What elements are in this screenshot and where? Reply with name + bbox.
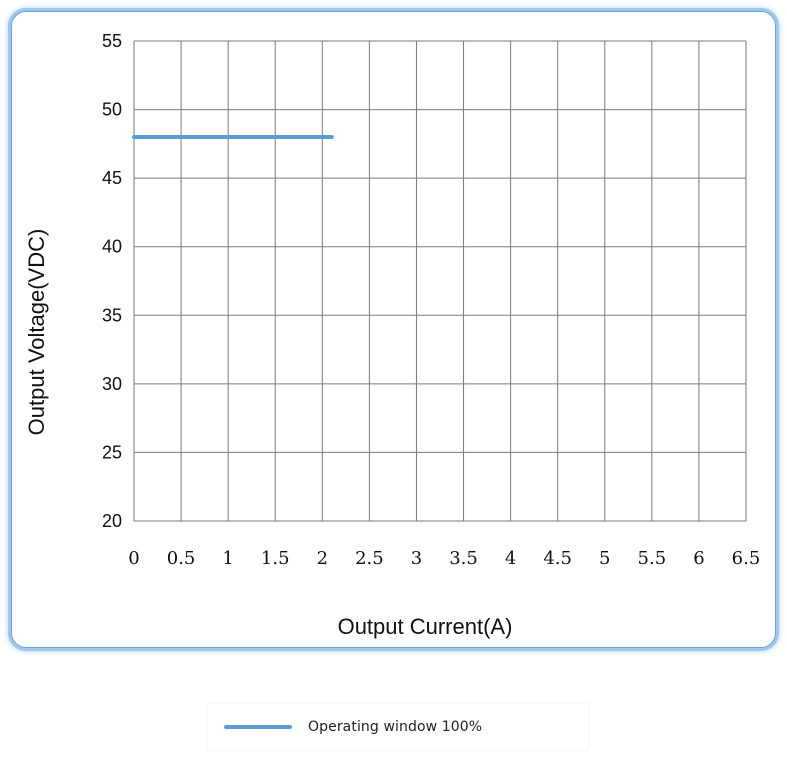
- chart-plot: 20 25 30 35 40 45 50 55 0 0.5 1 1.5 2 2.5 3 3.5 4 4.5 5 5.…: [24, 31, 760, 639]
- x-tick-label: 2.5: [355, 548, 384, 569]
- x-tick-label: 4.5: [543, 548, 572, 569]
- x-tick-label: 0.5: [167, 548, 196, 569]
- y-tick-label: 35: [102, 305, 122, 325]
- y-axis-label: Output Voltage(VDC): [24, 229, 49, 436]
- grid: [133, 40, 747, 522]
- y-tick-label: 30: [102, 374, 122, 394]
- legend-label: Operating window 100%: [308, 719, 483, 735]
- legend-swatch: [224, 725, 292, 729]
- x-tick-label: 1.5: [261, 548, 290, 569]
- x-tick-label: 6.5: [732, 548, 761, 569]
- x-axis-ticks: 0 0.5 1 1.5 2 2.5 3 3.5 4 4.5 5 5.5 6 6.5: [128, 548, 760, 569]
- y-tick-label: 40: [102, 237, 122, 257]
- x-tick-label: 5: [599, 548, 610, 569]
- y-axis-ticks: 20 25 30 35 40 45 50 55: [102, 31, 122, 531]
- x-tick-label: 6: [693, 548, 704, 569]
- x-tick-label: 3: [411, 548, 422, 569]
- x-tick-label: 1: [222, 548, 233, 569]
- x-axis-label: Output Current(A): [338, 614, 513, 639]
- x-tick-label: 0: [128, 548, 139, 569]
- y-tick-label: 55: [102, 31, 122, 51]
- x-tick-label: 3.5: [449, 548, 478, 569]
- y-tick-label: 20: [102, 511, 122, 531]
- y-tick-label: 25: [102, 442, 122, 462]
- legend: Operating window 100%: [208, 704, 588, 750]
- x-tick-label: 5.5: [638, 548, 667, 569]
- y-tick-label: 50: [102, 100, 122, 120]
- x-tick-label: 2: [317, 548, 328, 569]
- chart-frame: [8, 8, 779, 651]
- y-tick-label: 45: [102, 168, 122, 188]
- x-tick-label: 4: [505, 548, 516, 569]
